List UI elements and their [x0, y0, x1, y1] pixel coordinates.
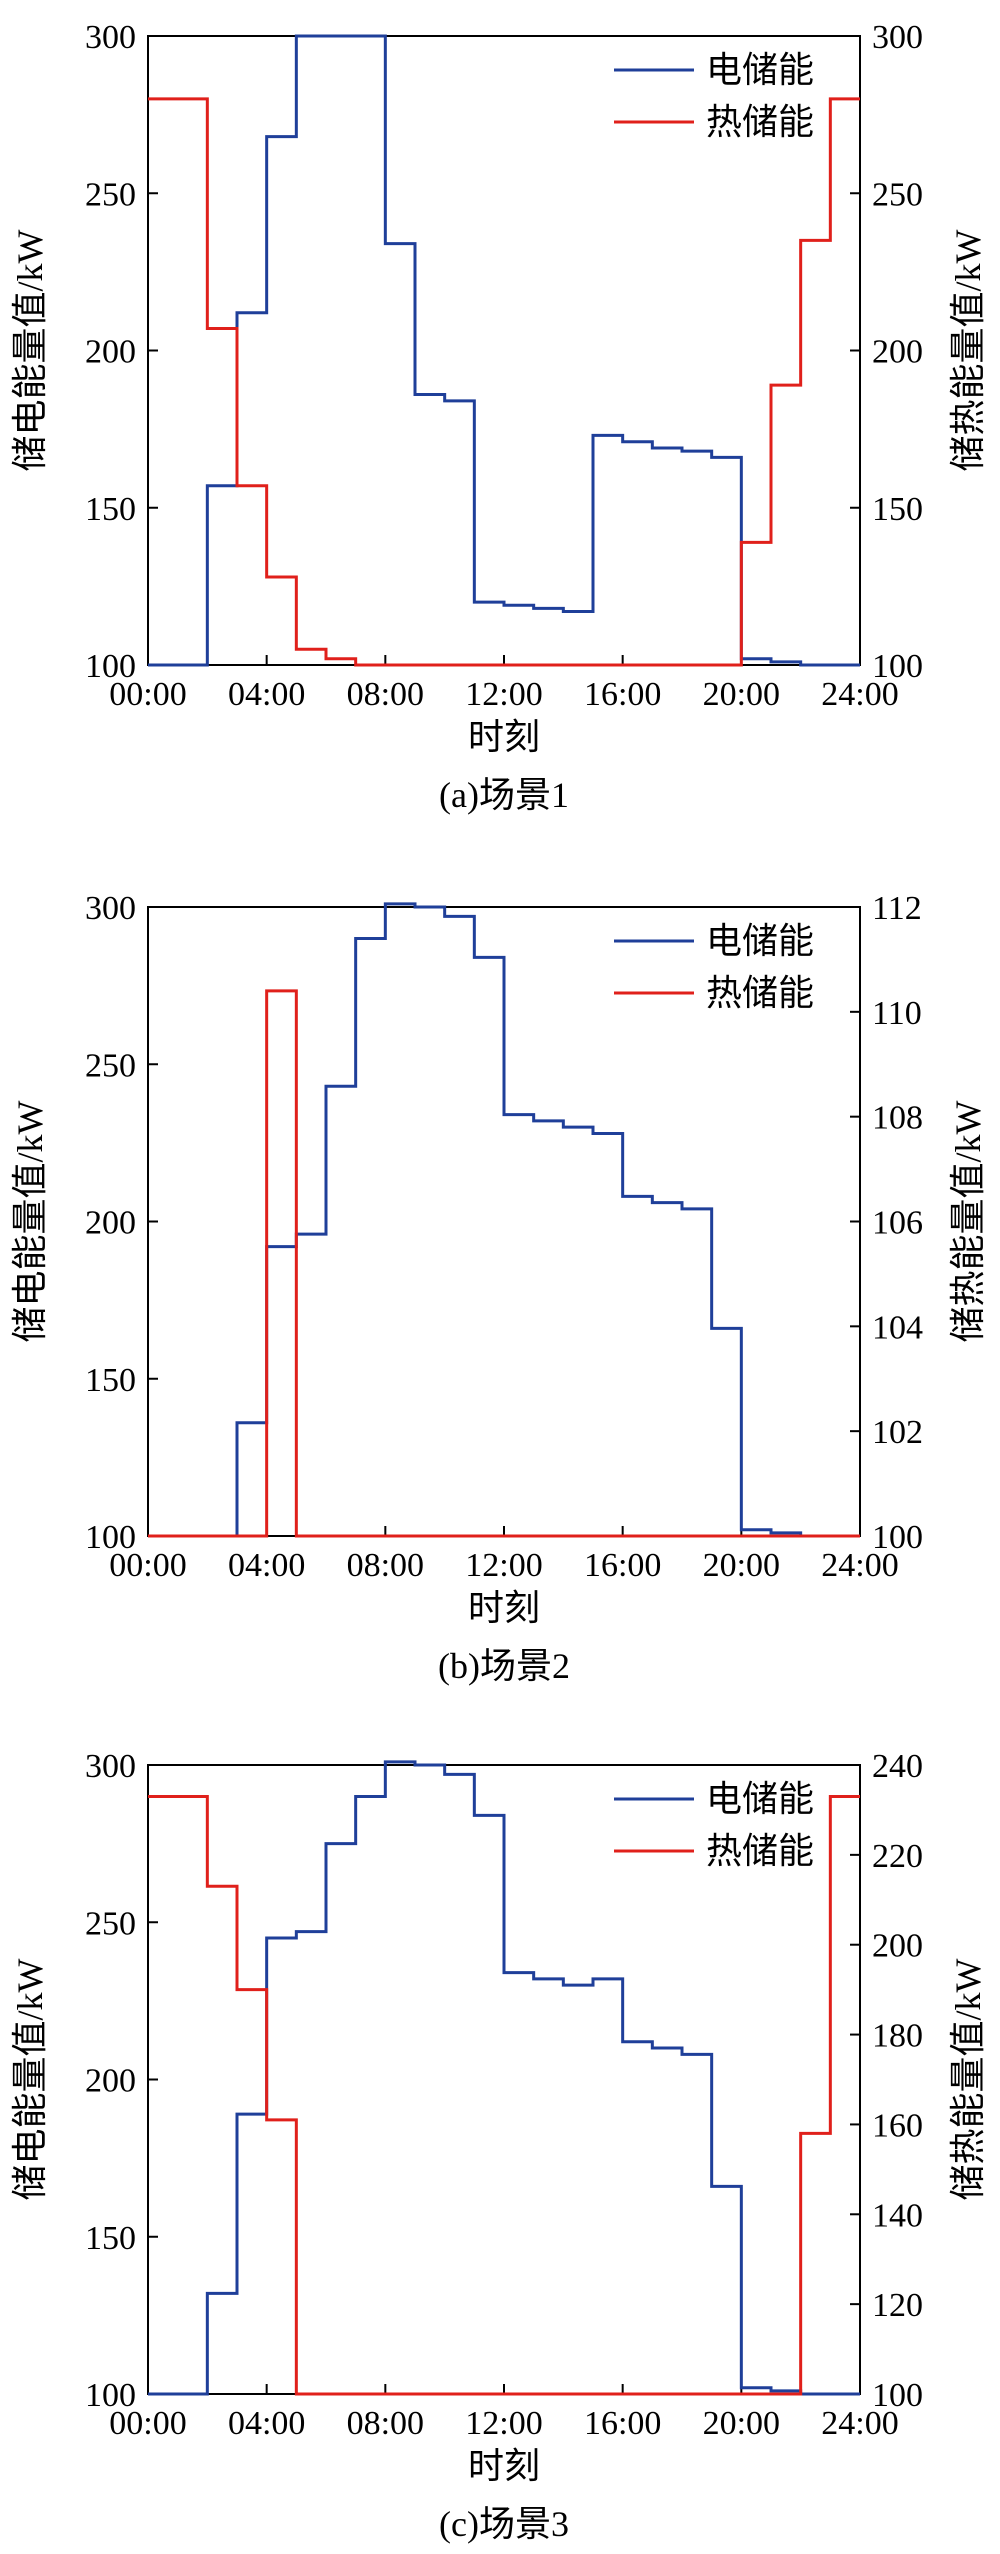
x-tick-label: 04:00: [228, 2405, 305, 2442]
legend-label-1: 电储能: [706, 1779, 814, 1819]
y2-tick-label: 160: [872, 2107, 923, 2144]
x-tick-label: 08:00: [347, 676, 424, 713]
chart-caption: (b)场景2: [438, 1646, 570, 1686]
series-line-2: [148, 97, 860, 667]
y-tick-label: 200: [85, 2063, 136, 2100]
legend-label-2: 热储能: [706, 973, 814, 1013]
y-axis-title: 储电能量值/kW: [10, 1100, 50, 1342]
x-tick-label: 24:00: [821, 2405, 898, 2442]
y2-tick-label: 108: [872, 1100, 923, 1137]
x-tick-label: 08:00: [347, 1547, 424, 1584]
legend-label-2: 热储能: [706, 102, 814, 142]
chart-panel-3: 00:00 04:00 08:00 12:00 16:00 20:00 24:0010015…: [10, 1748, 988, 2544]
y-tick-label: 100: [85, 648, 136, 685]
y2-tick-label: 110: [872, 995, 922, 1032]
y2-tick-label: 300: [872, 19, 923, 56]
y-tick-label: 300: [85, 890, 136, 927]
x-axis-title: 时刻: [468, 1588, 540, 1628]
y-tick-label: 100: [85, 1519, 136, 1556]
y2-tick-label: 106: [872, 1205, 923, 1242]
x-axis-title: 时刻: [468, 717, 540, 757]
y2-tick-label: 104: [872, 1309, 923, 1346]
x-tick-label: 04:00: [228, 1547, 305, 1584]
y2-tick-label: 102: [872, 1414, 923, 1451]
chart-panel-2: 00:00 04:00 08:00 12:00 16:00 20:00 24:0010015…: [10, 890, 988, 1686]
y2-tick-label: 220: [872, 1838, 923, 1875]
y-tick-label: 100: [85, 2377, 136, 2414]
y2-tick-label: 120: [872, 2287, 923, 2324]
y2-tick-label: 150: [872, 491, 923, 528]
y-tick-label: 300: [85, 19, 136, 56]
chart-caption: (c)场景3: [439, 2504, 569, 2544]
series-line-2: [148, 989, 860, 1538]
x-tick-label: 20:00: [703, 676, 780, 713]
x-tick-label: 12:00: [465, 2405, 542, 2442]
x-tick-label: 00:00: [109, 1547, 186, 1584]
y-tick-label: 150: [85, 2220, 136, 2257]
legend-label-2: 热储能: [706, 1831, 814, 1871]
y-tick-label: 250: [85, 1047, 136, 1084]
y-tick-label: 150: [85, 1362, 136, 1399]
y-axis-title: 储电能量值/kW: [10, 229, 50, 471]
y2-tick-label: 200: [872, 334, 923, 371]
y2-tick-label: 100: [872, 648, 923, 685]
x-tick-label: 20:00: [703, 2405, 780, 2442]
y2-tick-label: 100: [872, 2377, 923, 2414]
series-line-1: [148, 34, 860, 667]
x-tick-label: 12:00: [465, 1547, 542, 1584]
x-tick-label: 16:00: [584, 1547, 661, 1584]
y2-axis-title: 储热能量值/kW: [948, 1100, 988, 1342]
y2-tick-label: 180: [872, 2018, 923, 2055]
x-tick-label: 12:00: [465, 676, 542, 713]
x-tick-label: 04:00: [228, 676, 305, 713]
x-tick-label: 20:00: [703, 1547, 780, 1584]
series-line-2: [148, 1794, 860, 2396]
y2-axis-title: 储热能量值/kW: [948, 1958, 988, 2200]
y-tick-label: 150: [85, 491, 136, 528]
y-axis-title: 储电能量值/kW: [10, 1958, 50, 2200]
y-tick-label: 300: [85, 1748, 136, 1785]
x-tick-label: 08:00: [347, 2405, 424, 2442]
x-tick-label: 24:00: [821, 676, 898, 713]
y2-tick-label: 112: [872, 890, 922, 927]
chart-panel-1: 00:00 04:00 08:00 12:00 16:00 20:00 24:0010015…: [10, 19, 988, 815]
y-tick-label: 200: [85, 1205, 136, 1242]
y-tick-label: 200: [85, 334, 136, 371]
legend-label-1: 电储能: [706, 921, 814, 961]
x-tick-label: 00:00: [109, 2405, 186, 2442]
x-tick-label: 00:00: [109, 676, 186, 713]
y-tick-label: 250: [85, 1905, 136, 1942]
legend-label-1: 电储能: [706, 50, 814, 90]
y-tick-label: 250: [85, 176, 136, 213]
y2-tick-label: 240: [872, 1748, 923, 1785]
series-line-1: [148, 1760, 860, 2396]
y2-tick-label: 200: [872, 1928, 923, 1965]
x-tick-label: 16:00: [584, 676, 661, 713]
chart-caption: (a)场景1: [439, 775, 569, 815]
y2-axis-title: 储热能量值/kW: [948, 229, 988, 471]
x-tick-label: 24:00: [821, 1547, 898, 1584]
y2-tick-label: 250: [872, 176, 923, 213]
x-tick-label: 16:00: [584, 2405, 661, 2442]
y2-tick-label: 140: [872, 2197, 923, 2234]
x-axis-title: 时刻: [468, 2446, 540, 2486]
y2-tick-label: 100: [872, 1519, 923, 1556]
